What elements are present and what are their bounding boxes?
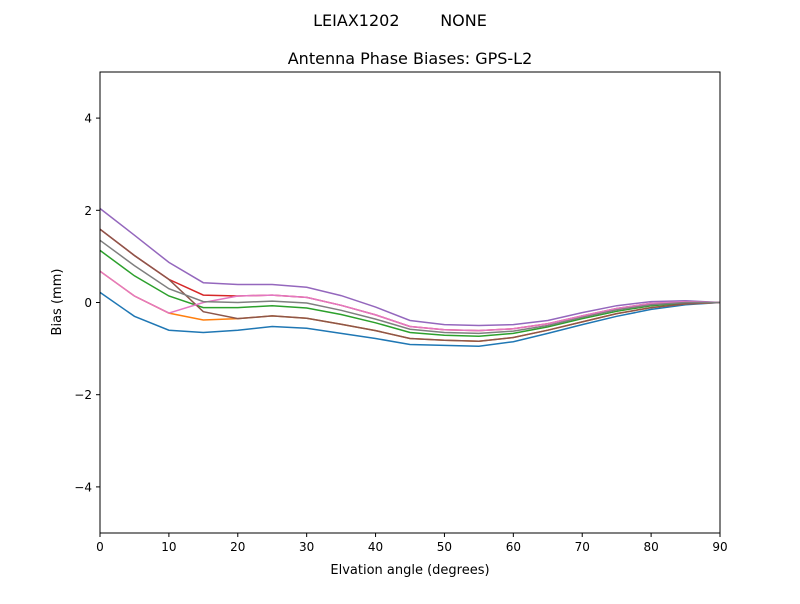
x-tick-label: 80 xyxy=(643,540,658,554)
x-axis: 0 10 20 30 40 50 60 70 80 90 xyxy=(96,533,728,554)
series-line-3 xyxy=(99,228,721,332)
y-tick-label: 4 xyxy=(84,112,92,126)
series-line-0 xyxy=(99,291,721,348)
y-tick-label: 0 xyxy=(84,296,92,310)
x-tick-label: 90 xyxy=(712,540,727,554)
y-axis-label: Bias (mm) xyxy=(50,269,65,336)
series-line-5 xyxy=(99,228,721,342)
x-tick-label: 40 xyxy=(368,540,383,554)
x-tick-label: 0 xyxy=(96,540,104,554)
x-tick-label: 70 xyxy=(575,540,590,554)
series-line-2 xyxy=(99,249,721,337)
x-tick-label: 60 xyxy=(506,540,521,554)
x-tick-label: 20 xyxy=(230,540,245,554)
y-tick-label: −2 xyxy=(74,388,92,402)
y-axis: −4 −2 0 2 4 xyxy=(74,112,100,494)
y-tick-label: −4 xyxy=(74,480,92,494)
chart-title: Antenna Phase Biases: GPS-L2 xyxy=(288,49,533,68)
chart-suptitle: LEIAX1202 NONE xyxy=(313,11,487,30)
x-tick-label: 10 xyxy=(161,540,176,554)
y-tick-label: 2 xyxy=(84,204,92,218)
series-lines xyxy=(99,207,721,348)
x-tick-label: 30 xyxy=(299,540,314,554)
series-line-4 xyxy=(99,207,721,327)
series-line-6 xyxy=(99,270,721,332)
series-line-7 xyxy=(99,239,720,335)
x-tick-label: 50 xyxy=(437,540,452,554)
x-axis-label: Elvation angle (degrees) xyxy=(330,563,489,578)
